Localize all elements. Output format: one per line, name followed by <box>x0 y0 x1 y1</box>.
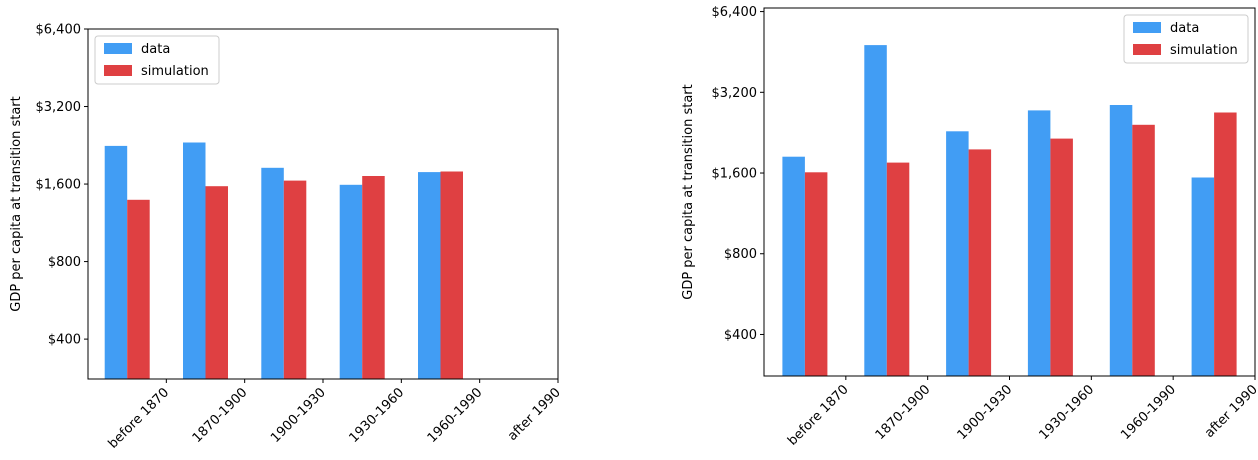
y-tick-label: $6,400 <box>712 5 758 20</box>
bar-data-4 <box>418 172 441 379</box>
bar-data-3 <box>1027 110 1051 377</box>
bar-simulation-5 <box>1214 112 1237 376</box>
x-tick-label: 1930-1960 <box>346 385 407 446</box>
x-tick-label: before 1870 <box>106 385 173 452</box>
y-tick-label: $3,200 <box>36 100 82 115</box>
legend-label-simulation: simulation <box>1170 43 1238 58</box>
bar-data-2 <box>261 167 284 379</box>
y-tick-label: $800 <box>724 247 757 262</box>
x-tick-label: 1930-1960 <box>1036 382 1097 443</box>
legend-label-simulation: simulation <box>141 64 209 79</box>
x-tick-label: 1960-1990 <box>425 385 486 446</box>
bar-data-2 <box>946 131 969 376</box>
bar-data-1 <box>864 45 887 376</box>
bar-simulation-1 <box>205 186 228 379</box>
bar-simulation-1 <box>886 162 910 376</box>
bar-simulation-3 <box>362 176 385 379</box>
y-tick-label: $6,400 <box>36 23 82 38</box>
x-tick-label: 1960-1990 <box>1118 382 1179 443</box>
bar-data-1 <box>183 142 206 379</box>
legend-label-data: data <box>1170 21 1199 36</box>
legend-label-data: data <box>141 42 170 57</box>
legend-swatch-data <box>1133 22 1161 33</box>
bar-simulation-2 <box>968 149 992 376</box>
bar-simulation-2 <box>283 180 307 379</box>
y-axis-label: GDP per capita at transition start <box>681 84 696 300</box>
y-tick-label: $1,600 <box>712 167 758 182</box>
x-tick-label: 1870-1900 <box>190 385 251 446</box>
x-tick-label: after 1990 <box>1202 382 1258 441</box>
y-tick-label: $1,600 <box>36 178 82 193</box>
y-tick-label: $800 <box>48 255 81 270</box>
y-axis-label: GDP per capita at transition start <box>9 96 24 312</box>
x-tick-label: 1900-1930 <box>268 385 329 446</box>
bar-data-3 <box>339 184 363 379</box>
right-chart: $400 $800 $1,600 $3,200 $6,400 GDP per capita… <box>681 5 1258 449</box>
bar-simulation-4 <box>1132 124 1155 376</box>
x-tick-label: 1900-1930 <box>955 382 1016 443</box>
bar-data-0 <box>782 156 805 376</box>
y-tick-label: $400 <box>724 328 757 343</box>
bar-data-5 <box>1191 177 1215 376</box>
bar-data-4 <box>1109 105 1133 376</box>
legend-swatch-simulation <box>104 65 132 76</box>
x-tick-label: 1870-1900 <box>873 382 934 443</box>
y-tick-label: $3,200 <box>712 86 758 101</box>
bar-simulation-0 <box>804 172 828 376</box>
legend-swatch-data <box>104 43 132 54</box>
bar-simulation-4 <box>440 171 463 379</box>
bar-data-0 <box>104 145 128 379</box>
legend-swatch-simulation <box>1133 44 1161 55</box>
x-tick-label: after 1990 <box>505 385 564 444</box>
left-chart: $400 $800 $1,600 $3,200 $6,400 GDP per capita… <box>9 23 564 452</box>
bar-simulation-0 <box>127 199 150 379</box>
bar-simulation-3 <box>1050 138 1073 376</box>
y-tick-label: $400 <box>48 333 81 348</box>
x-tick-label: before 1870 <box>785 382 852 449</box>
